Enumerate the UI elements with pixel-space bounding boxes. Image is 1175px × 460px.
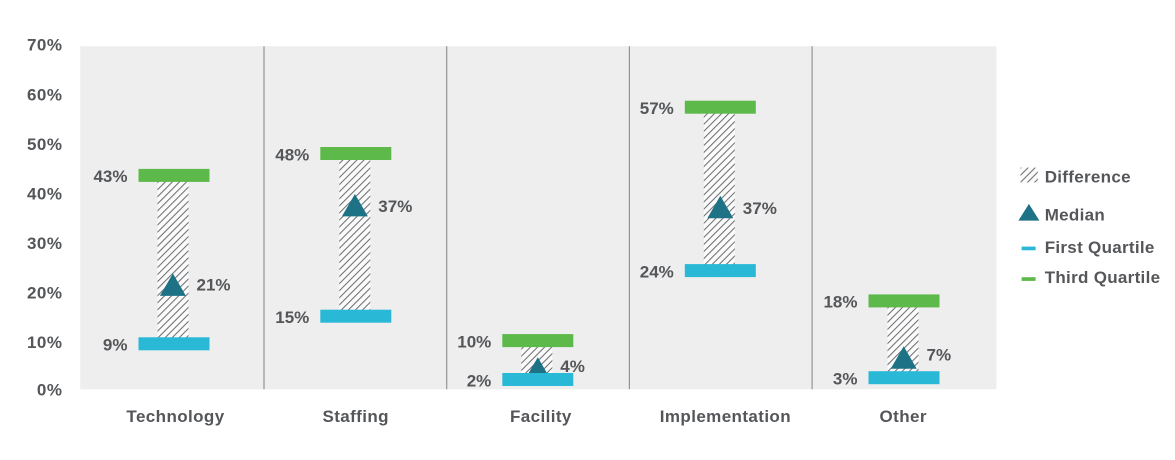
svg-text:First Quartile: First Quartile	[1045, 238, 1155, 257]
svg-text:37%: 37%	[743, 199, 777, 218]
svg-text:Staffing: Staffing	[322, 407, 388, 426]
svg-text:10%: 10%	[27, 333, 63, 352]
svg-text:57%: 57%	[640, 99, 674, 118]
svg-text:37%: 37%	[378, 197, 412, 216]
svg-text:Facility: Facility	[510, 407, 572, 426]
svg-text:4%: 4%	[560, 357, 585, 376]
svg-text:20%: 20%	[27, 284, 63, 303]
svg-text:Implementation: Implementation	[660, 407, 791, 426]
svg-text:Other: Other	[880, 407, 927, 426]
svg-text:9%: 9%	[103, 336, 128, 355]
svg-text:0%: 0%	[37, 380, 63, 399]
svg-text:43%: 43%	[93, 167, 127, 186]
svg-text:70%: 70%	[27, 36, 63, 55]
svg-text:Median: Median	[1045, 206, 1105, 225]
svg-text:Difference: Difference	[1045, 168, 1131, 187]
svg-text:2%: 2%	[467, 371, 492, 390]
svg-text:40%: 40%	[27, 184, 63, 203]
svg-text:15%: 15%	[275, 308, 309, 327]
svg-text:10%: 10%	[457, 332, 491, 351]
svg-text:24%: 24%	[640, 262, 674, 281]
svg-text:3%: 3%	[833, 370, 858, 389]
svg-text:18%: 18%	[823, 293, 857, 312]
svg-text:60%: 60%	[27, 85, 63, 104]
svg-text:21%: 21%	[197, 276, 231, 295]
svg-text:48%: 48%	[275, 145, 309, 164]
svg-text:30%: 30%	[27, 234, 63, 253]
svg-text:Technology: Technology	[126, 407, 224, 426]
svg-text:50%: 50%	[27, 135, 63, 154]
svg-text:7%: 7%	[927, 346, 952, 365]
svg-text:Third Quartile: Third Quartile	[1045, 268, 1161, 287]
